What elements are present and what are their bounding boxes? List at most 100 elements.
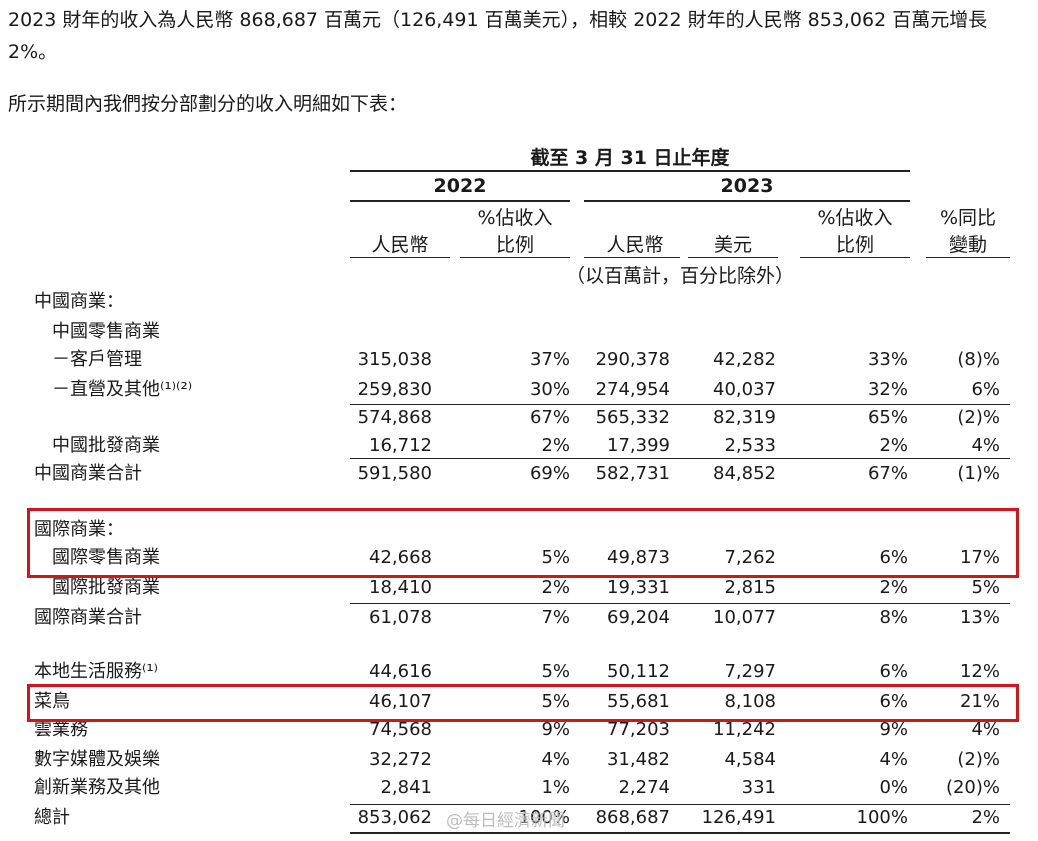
- subtotal-rule-china: [350, 458, 1010, 459]
- col-rmb-2022-header: 人民幣: [371, 234, 429, 256]
- row-label: 國際零售商業: [52, 547, 160, 568]
- usd-2023-cell: 331: [741, 777, 776, 798]
- pct-2023-cell: 9%: [879, 719, 908, 740]
- yoy-change-cell: 4%: [971, 719, 1000, 740]
- pct-2023-cell: 4%: [879, 749, 908, 770]
- pct-2023-cell: 6%: [879, 661, 908, 682]
- year-2023-header: 2023: [720, 175, 774, 197]
- pct-2022-cell: 37%: [529, 349, 570, 370]
- pct-2022-cell: 7%: [541, 607, 570, 628]
- usd-2023-cell: 126,491: [701, 807, 776, 828]
- lead-paragraph: 所示期間內我們按分部劃分的收入明細如下表：: [8, 93, 408, 115]
- col-rmb-2022-rule: [350, 257, 450, 258]
- rmb-2022-cell: 315,038: [357, 349, 432, 370]
- col-usd-2023-rule: [688, 257, 778, 258]
- pct-2022-cell: 5%: [541, 661, 570, 682]
- rmb-2022-cell: 61,078: [369, 607, 432, 628]
- pct-2022-cell: 67%: [529, 407, 570, 428]
- pct-2023-cell: 0%: [879, 777, 908, 798]
- col-yoy-header-line1: %同比: [939, 207, 997, 229]
- yoy-change-cell: 13%: [959, 607, 1000, 628]
- row-label: 國際商業合計: [34, 607, 142, 628]
- usd-2023-cell: 82,319: [713, 407, 776, 428]
- rmb-2023-cell: 49,873: [607, 547, 670, 568]
- usd-2023-cell: 8,108: [724, 691, 776, 712]
- table-row: 國際商業合計 61,078 7% 69,204 10,077 8% 13%: [0, 604, 1038, 632]
- rmb-2023-cell: 77,203: [607, 719, 670, 740]
- col-usd-2023-header: 美元: [713, 234, 752, 256]
- row-label: －客戶管理: [52, 349, 142, 370]
- usd-2023-cell: 7,297: [724, 661, 776, 682]
- row-label: －直營及其他⁽¹⁾⁽²⁾: [52, 379, 193, 400]
- table-row: 國際商業：: [0, 516, 1038, 544]
- row-label: 數字媒體及娛樂: [34, 749, 160, 770]
- rmb-2022-cell: 2,841: [380, 777, 432, 798]
- row-label: 菜鳥: [34, 691, 70, 712]
- table-row: 中國商業合計 591,580 69% 582,731 84,852 67% (1)%: [0, 460, 1038, 488]
- pct-2023-cell: 8%: [879, 607, 908, 628]
- usd-2023-cell: 42,282: [713, 349, 776, 370]
- rmb-2023-cell: 2,274: [618, 777, 670, 798]
- pct-2023-cell: 6%: [879, 691, 908, 712]
- highlight-box-international: [27, 508, 1019, 578]
- usd-2023-cell: 10,077: [713, 607, 776, 628]
- table-row: 中國批發商業 16,712 2% 17,399 2,533 2% 4%: [0, 432, 1038, 460]
- row-label: 中國商業：: [34, 291, 124, 312]
- col-pct-2023-rule: [800, 257, 910, 258]
- units-note: （以百萬計，百分比除外）: [565, 265, 794, 287]
- pct-2022-cell: 5%: [541, 691, 570, 712]
- rmb-2022-cell: 259,830: [357, 379, 432, 400]
- rmb-2022-cell: 574,868: [357, 407, 432, 428]
- col-pct-2023-header-line1: %佔收入: [817, 207, 893, 229]
- rmb-2022-cell: 18,410: [369, 577, 432, 598]
- pct-2023-cell: 33%: [867, 349, 908, 370]
- table-row: 中國商業：: [0, 288, 1038, 316]
- table-row: 菜鳥 46,107 5% 55,681 8,108 6% 21%: [0, 688, 1038, 716]
- subtotal-rule-international: [350, 603, 1010, 604]
- rmb-2022-cell: 46,107: [369, 691, 432, 712]
- pct-2022-cell: 69%: [529, 463, 570, 484]
- usd-2023-cell: 7,262: [724, 547, 776, 568]
- rmb-2023-cell: 565,332: [595, 407, 670, 428]
- total-bottom-rule: [350, 832, 1010, 834]
- rmb-2023-cell: 19,331: [607, 577, 670, 598]
- pct-2022-cell: 4%: [541, 749, 570, 770]
- yoy-change-cell: (8)%: [957, 349, 1000, 370]
- pct-2022-cell: 1%: [541, 777, 570, 798]
- intro-paragraph: 2023 財年的收入為人民幣 868,687 百萬元（126,491 百萬美元）…: [8, 9, 988, 63]
- subtotal-rule-china-retail: [350, 404, 1010, 405]
- table-row: 數字媒體及娛樂 32,272 4% 31,482 4,584 4% (2)%: [0, 746, 1038, 774]
- year-2022-header: 2022: [433, 175, 487, 197]
- pct-2023-cell: 6%: [879, 547, 908, 568]
- usd-2023-cell: 4,584: [724, 749, 776, 770]
- table-row: 國際零售商業 42,668 5% 49,873 7,262 6% 17%: [0, 544, 1038, 572]
- col-rmb-2023-rule: [584, 257, 680, 258]
- row-label: 國際批發商業: [52, 577, 160, 598]
- table-row: －直營及其他⁽¹⁾⁽²⁾ 259,830 30% 274,954 40,037 32% 6%: [0, 376, 1038, 404]
- rmb-2023-cell: 274,954: [595, 379, 670, 400]
- yoy-change-cell: 2%: [971, 807, 1000, 828]
- usd-2023-cell: 2,533: [724, 435, 776, 456]
- pct-2022-cell: 2%: [541, 577, 570, 598]
- rmb-2022-cell: 42,668: [369, 547, 432, 568]
- pct-2022-cell: 30%: [529, 379, 570, 400]
- yoy-change-cell: 21%: [959, 691, 1000, 712]
- pct-2023-cell: 2%: [879, 577, 908, 598]
- yoy-change-cell: 12%: [959, 661, 1000, 682]
- table-row: 國際批發商業 18,410 2% 19,331 2,815 2% 5%: [0, 574, 1038, 602]
- yoy-change-cell: 17%: [959, 547, 1000, 568]
- row-label: 中國批發商業: [52, 435, 160, 456]
- col-pct-2023-header-line2: 比例: [835, 234, 874, 256]
- col-pct-2022-header-line2: 比例: [495, 234, 534, 256]
- rmb-2023-cell: 69,204: [607, 607, 670, 628]
- col-pct-2022-header-line1: %佔收入: [477, 207, 553, 229]
- pct-2022-cell: 2%: [541, 435, 570, 456]
- rmb-2022-cell: 32,272: [369, 749, 432, 770]
- col-pct-2022-rule: [460, 257, 570, 258]
- table-row: 中國零售商業: [0, 318, 1038, 346]
- highlight-box-cainiao: [27, 684, 1019, 722]
- rmb-2022-cell: 591,580: [357, 463, 432, 484]
- yoy-change-cell: 5%: [971, 577, 1000, 598]
- rmb-2023-cell: 55,681: [607, 691, 670, 712]
- period-header: 截至 3 月 31 日止年度: [530, 147, 730, 169]
